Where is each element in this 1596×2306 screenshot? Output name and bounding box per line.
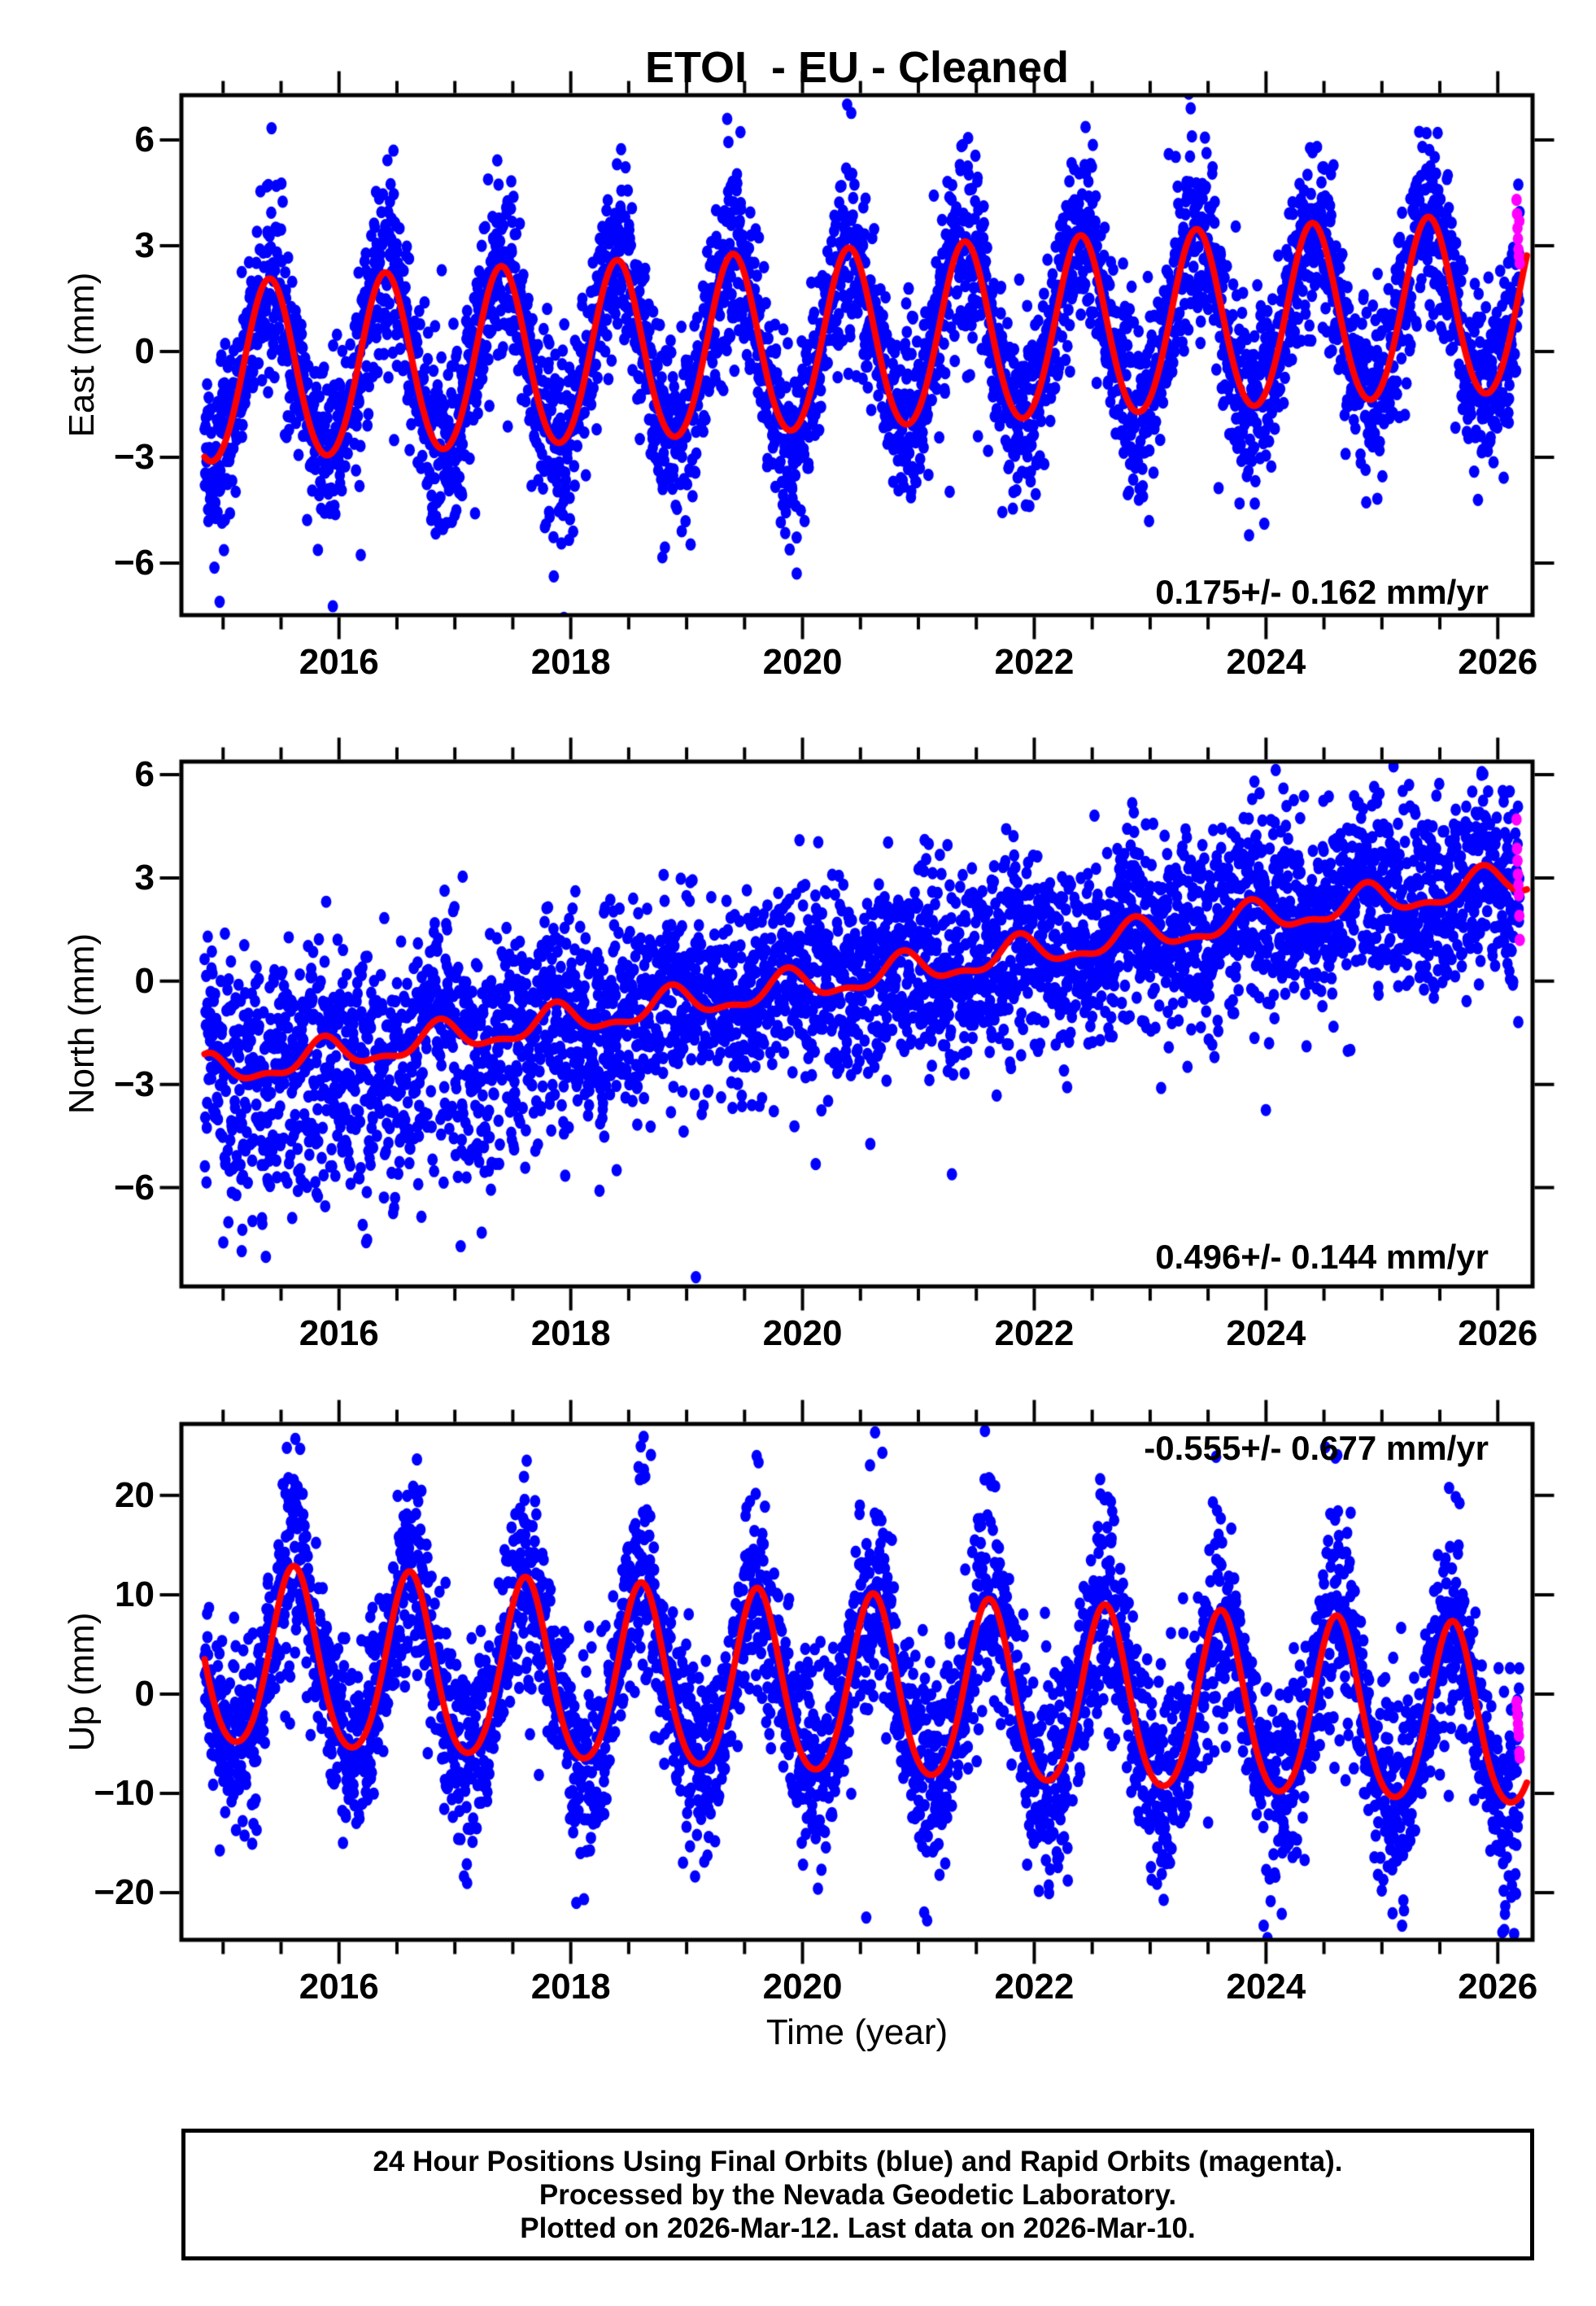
y-tick-label: 3 <box>134 225 155 265</box>
rate-annotation-east: 0.175+/- 0.162 mm/yr <box>1155 573 1489 611</box>
y-tick-label: −3 <box>113 1063 155 1104</box>
x-tick-label: 2020 <box>762 1967 843 2007</box>
rate-annotation-up: -0.555+/- 0.677 mm/yr <box>1144 1429 1489 1467</box>
x-tick-label: 2024 <box>1226 642 1306 682</box>
y-tick-label: −10 <box>94 1772 155 1813</box>
x-tick-label: 2026 <box>1458 1313 1538 1353</box>
x-tick-label: 2026 <box>1458 1967 1538 2007</box>
y-tick-label: −6 <box>113 542 155 583</box>
x-tick-label: 2018 <box>530 1967 611 2007</box>
x-tick-label: 2018 <box>530 1313 611 1353</box>
rate-annotation-north: 0.496+/- 0.144 mm/yr <box>1155 1238 1489 1276</box>
caption-line-2: Processed by the Nevada Geodetic Laborat… <box>539 2179 1177 2211</box>
y-tick-label: 6 <box>134 754 155 795</box>
y-tick-label: 0 <box>134 330 155 371</box>
y-tick-label: 20 <box>115 1474 155 1515</box>
x-tick-label: 2018 <box>530 642 611 682</box>
x-tick-label: 2020 <box>762 1313 843 1353</box>
y-tick-label: 10 <box>115 1574 155 1614</box>
y-tick-label: 3 <box>134 857 155 898</box>
y-tick-label: −6 <box>113 1167 155 1208</box>
y-tick-label: 0 <box>134 960 155 1001</box>
caption-line-1: 24 Hour Positions Using Final Orbits (bl… <box>373 2146 1343 2177</box>
caption-box: 24 Hour Positions Using Final Orbits (bl… <box>181 2129 1534 2260</box>
x-axis-label: Time (year) <box>765 2012 948 2052</box>
y-tick-label: 0 <box>134 1673 155 1714</box>
x-tick-label: 2016 <box>299 1313 379 1353</box>
x-tick-label: 2024 <box>1226 1967 1306 2007</box>
x-tick-label: 2016 <box>299 642 379 682</box>
x-tick-label: 2022 <box>994 1313 1075 1353</box>
plot-title: ETOI - EU - Cleaned <box>644 43 1070 92</box>
x-tick-label: 2024 <box>1226 1313 1306 1353</box>
x-tick-label: 2016 <box>299 1967 379 2007</box>
y-tick-label: −20 <box>94 1872 155 1913</box>
caption-line-3: Plotted on 2026-Mar-12. Last data on 202… <box>520 2212 1196 2244</box>
y-tick-label: 6 <box>134 120 155 160</box>
x-tick-label: 2026 <box>1458 642 1538 682</box>
x-tick-label: 2020 <box>762 642 843 682</box>
x-tick-label: 2022 <box>994 1967 1075 2007</box>
x-tick-label: 2022 <box>994 642 1075 682</box>
y-tick-label: −3 <box>113 436 155 477</box>
